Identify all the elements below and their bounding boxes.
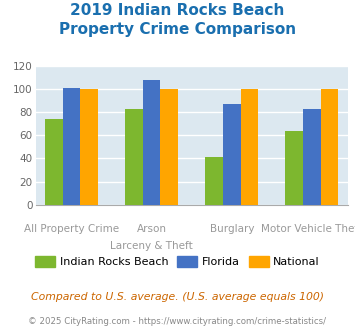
- Legend: Indian Rocks Beach, Florida, National: Indian Rocks Beach, Florida, National: [31, 251, 324, 272]
- Bar: [223, 104, 241, 205]
- Bar: [285, 131, 303, 205]
- Text: 2019 Indian Rocks Beach
Property Crime Comparison: 2019 Indian Rocks Beach Property Crime C…: [59, 3, 296, 37]
- Text: © 2025 CityRating.com - https://www.cityrating.com/crime-statistics/: © 2025 CityRating.com - https://www.city…: [28, 317, 327, 326]
- Text: Burglary: Burglary: [209, 224, 254, 234]
- Bar: [45, 119, 63, 205]
- Bar: [160, 89, 178, 205]
- Text: Compared to U.S. average. (U.S. average equals 100): Compared to U.S. average. (U.S. average …: [31, 292, 324, 302]
- Text: Motor Vehicle Theft: Motor Vehicle Theft: [261, 224, 355, 234]
- Bar: [125, 109, 143, 205]
- Bar: [205, 157, 223, 205]
- Text: Larceny & Theft: Larceny & Theft: [110, 241, 193, 251]
- Bar: [241, 89, 258, 205]
- Bar: [63, 88, 80, 205]
- Text: All Property Crime: All Property Crime: [24, 224, 119, 234]
- Bar: [143, 80, 160, 205]
- Text: Arson: Arson: [137, 224, 166, 234]
- Bar: [303, 109, 321, 205]
- Bar: [321, 89, 338, 205]
- Bar: [80, 89, 98, 205]
